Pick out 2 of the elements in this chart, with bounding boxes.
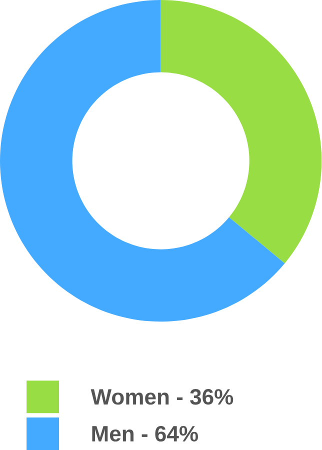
legend-label: Men - 64% <box>92 426 198 442</box>
legend-label: Women - 36% <box>90 389 234 405</box>
